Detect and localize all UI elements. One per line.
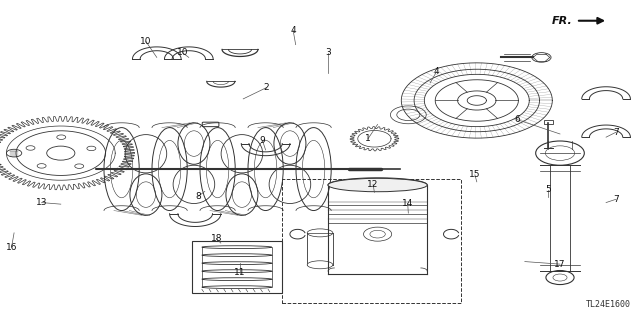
- Text: 12: 12: [367, 180, 379, 189]
- Text: FR.: FR.: [552, 16, 573, 26]
- Text: 3: 3: [326, 48, 331, 57]
- Text: 13: 13: [36, 198, 47, 207]
- Text: 10: 10: [140, 37, 152, 46]
- Text: 18: 18: [211, 234, 222, 243]
- Text: 4: 4: [291, 26, 296, 35]
- Text: 7: 7: [613, 195, 618, 204]
- Text: 10: 10: [177, 48, 188, 57]
- Text: 16: 16: [6, 243, 17, 252]
- Text: 1: 1: [365, 134, 371, 143]
- Text: 8: 8: [196, 192, 201, 201]
- Text: 2: 2: [264, 83, 269, 92]
- Text: 9: 9: [260, 136, 265, 145]
- Text: 5: 5: [546, 185, 551, 194]
- Text: 17: 17: [554, 260, 566, 269]
- Text: 14: 14: [402, 199, 413, 208]
- Text: TL24E1600: TL24E1600: [586, 300, 630, 309]
- Text: 7: 7: [613, 128, 618, 137]
- Circle shape: [364, 227, 392, 241]
- Ellipse shape: [307, 261, 333, 269]
- Text: 6: 6: [515, 115, 520, 124]
- Text: 4: 4: [434, 67, 439, 76]
- Text: 11: 11: [234, 268, 246, 277]
- Bar: [192, 241, 282, 293]
- Text: 15: 15: [469, 170, 481, 179]
- Ellipse shape: [328, 178, 428, 192]
- Bar: [282, 179, 461, 303]
